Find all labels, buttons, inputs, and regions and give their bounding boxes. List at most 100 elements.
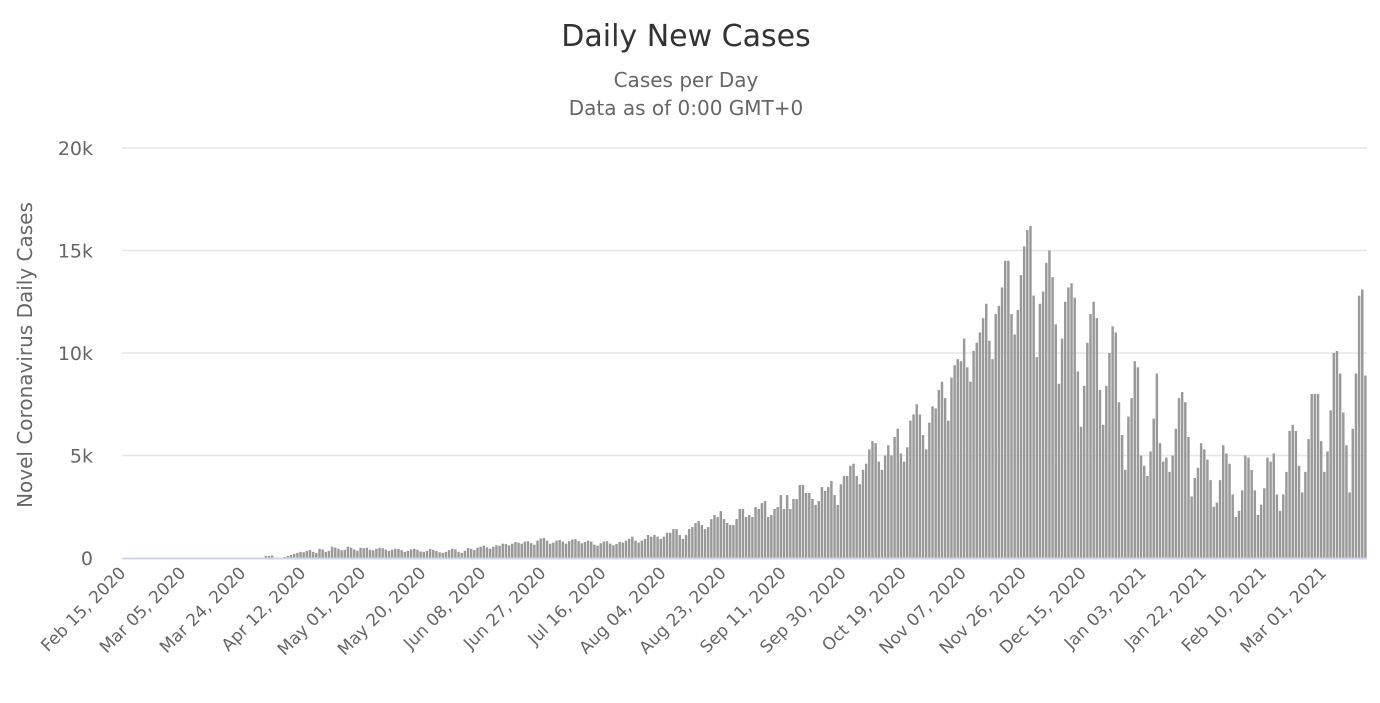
bar	[1057, 383, 1061, 558]
bar	[988, 340, 991, 558]
y-axis-ticks: 0 5k 10k 15k 20k	[58, 138, 93, 570]
bar	[732, 525, 735, 559]
bar	[1354, 373, 1358, 558]
bar	[722, 519, 726, 558]
bar	[643, 538, 647, 558]
bar	[593, 544, 596, 558]
bar	[1035, 357, 1039, 558]
bar	[580, 543, 583, 558]
bar	[450, 548, 454, 558]
bar	[555, 540, 558, 559]
bar	[466, 548, 470, 558]
bar	[808, 493, 811, 558]
bar	[713, 514, 716, 558]
bar	[855, 476, 858, 558]
bar	[1215, 502, 1219, 558]
bar	[858, 484, 862, 558]
bar	[1297, 465, 1301, 558]
bar	[390, 549, 394, 558]
bar	[1174, 428, 1178, 558]
bar	[469, 548, 473, 558]
bar	[375, 548, 378, 558]
bar	[877, 461, 881, 558]
bar	[615, 544, 618, 558]
y-tick-label: 0	[81, 548, 93, 570]
bar	[533, 544, 536, 558]
bar	[1288, 430, 1291, 558]
bar	[1136, 367, 1140, 558]
bar	[827, 487, 830, 558]
bar	[1101, 424, 1105, 558]
bar	[893, 437, 896, 558]
bar	[842, 476, 846, 558]
bar	[852, 463, 855, 558]
bar	[1250, 469, 1253, 558]
bar	[574, 539, 577, 558]
bar	[1171, 455, 1174, 558]
bar	[896, 428, 899, 558]
bar	[1300, 492, 1304, 558]
bar	[1247, 457, 1250, 558]
bar	[1070, 283, 1073, 558]
bar	[1161, 461, 1165, 558]
bar	[1146, 476, 1149, 558]
bar	[1086, 342, 1089, 558]
bar	[1038, 303, 1042, 558]
bar	[618, 542, 621, 558]
bar	[1098, 389, 1102, 558]
bar	[798, 485, 802, 558]
bar	[501, 543, 504, 558]
bar	[1348, 492, 1351, 558]
bar	[931, 406, 934, 558]
bar	[311, 551, 315, 558]
bar	[1067, 287, 1070, 558]
bar	[766, 517, 770, 558]
bar	[1244, 455, 1247, 558]
bar	[1307, 439, 1310, 558]
bar	[444, 551, 448, 558]
bar	[804, 493, 808, 558]
bar	[413, 548, 416, 558]
bar	[315, 552, 318, 559]
bar	[937, 389, 941, 558]
bar	[441, 552, 444, 559]
bar	[1231, 494, 1234, 558]
bar	[662, 536, 666, 558]
bar	[1332, 353, 1336, 558]
bar	[523, 541, 527, 558]
bar	[1168, 471, 1171, 558]
bar	[770, 514, 773, 558]
bar	[966, 367, 969, 558]
bar	[1310, 394, 1313, 558]
bar	[1177, 398, 1181, 558]
bar	[492, 546, 495, 559]
bar	[428, 548, 432, 558]
bar	[1130, 398, 1133, 558]
bar	[716, 517, 719, 558]
bar	[1329, 410, 1332, 558]
bar	[371, 550, 375, 558]
bar	[1291, 424, 1294, 558]
bar	[883, 455, 887, 558]
bar	[1013, 334, 1016, 558]
bar	[1304, 471, 1307, 558]
bar	[539, 538, 542, 558]
bar	[940, 381, 944, 558]
bar	[887, 445, 890, 558]
bar	[1124, 469, 1127, 558]
bar	[447, 550, 451, 558]
bar	[757, 509, 760, 558]
bar	[915, 404, 918, 558]
bar	[1351, 428, 1355, 558]
bar	[1294, 430, 1298, 558]
bar	[1256, 514, 1260, 558]
bar	[340, 550, 343, 558]
bar	[729, 525, 732, 559]
bar	[545, 540, 549, 559]
bar	[419, 551, 422, 558]
bar	[1048, 250, 1051, 558]
bar	[1095, 318, 1099, 558]
bar	[1019, 275, 1023, 558]
bar	[425, 550, 429, 559]
